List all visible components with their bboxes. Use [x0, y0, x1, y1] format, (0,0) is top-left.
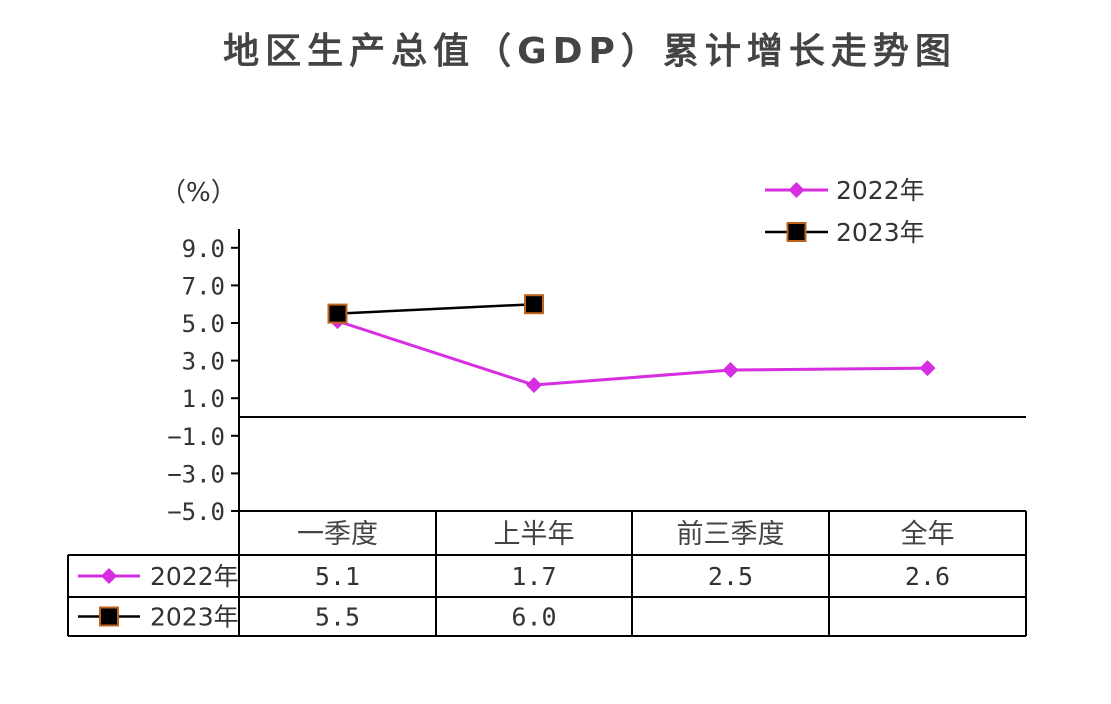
- legend-label: 2023年: [836, 218, 925, 247]
- legend-label: 2022年: [836, 176, 925, 205]
- chart-title: 地区生产总值（GDP）累计增长走势图: [223, 31, 957, 72]
- table-cell-value: 5.1: [315, 562, 360, 591]
- table-cell-value: 6.0: [511, 603, 556, 632]
- table-legend-marker: [101, 568, 117, 584]
- data-point: [526, 377, 542, 394]
- table-cell-value: 2.5: [708, 562, 753, 591]
- y-tick-label: −5.0: [167, 498, 225, 526]
- y-tick-label: 1.0: [182, 385, 225, 413]
- y-tick-label: 9.0: [182, 235, 225, 263]
- table-legend-marker: [99, 606, 119, 627]
- table-cell-value: 5.5: [315, 603, 360, 632]
- category-label: 一季度: [297, 519, 378, 550]
- table-series-label: 2022年: [150, 562, 239, 591]
- table-cell-value: 2.6: [905, 562, 950, 591]
- y-tick-label: 3.0: [182, 348, 225, 376]
- table-series-label: 2023年: [150, 603, 239, 632]
- category-label: 上半年: [494, 519, 575, 550]
- legend-marker: [786, 222, 807, 242]
- y-unit-label: （%）: [160, 178, 237, 208]
- y-tick-label: −3.0: [167, 460, 225, 488]
- series-line-2023年: [337, 302, 535, 315]
- y-tick-label: 5.0: [182, 310, 225, 338]
- series-line-2022年: [337, 319, 928, 387]
- data-point: [722, 362, 739, 378]
- table-cell-value: 1.7: [511, 562, 556, 591]
- data-point: [919, 360, 936, 377]
- y-tick-label: −1.0: [167, 423, 225, 451]
- category-label: 全年: [901, 519, 955, 550]
- data-point: [524, 294, 544, 315]
- legend-marker: [788, 182, 805, 198]
- category-label: 前三季度: [677, 519, 785, 550]
- y-tick-label: 7.0: [182, 272, 225, 300]
- data-point: [327, 303, 348, 324]
